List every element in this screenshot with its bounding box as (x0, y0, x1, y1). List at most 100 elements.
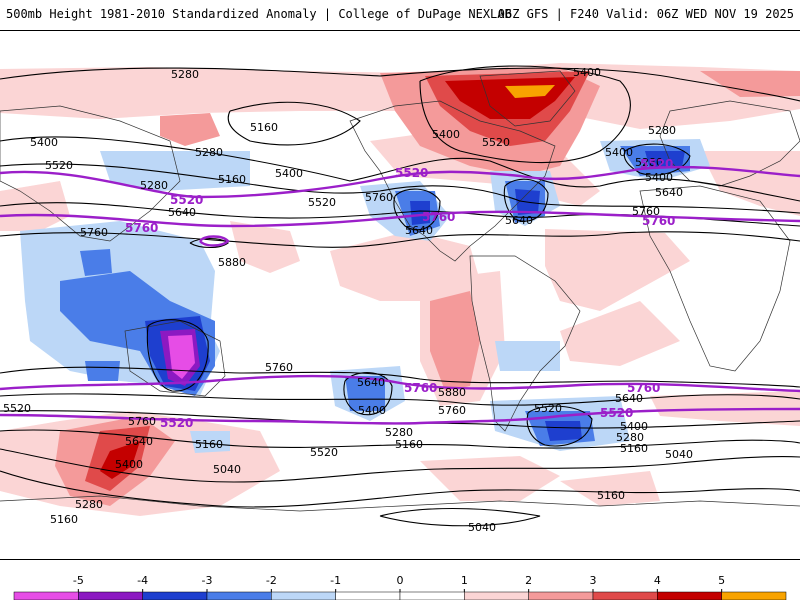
contour-label: 5160 (395, 438, 423, 451)
highlight-5520-south (0, 407, 800, 425)
contour-label: 5400 (620, 420, 648, 433)
contour-5280 (0, 67, 800, 102)
highlight-contours (0, 165, 800, 425)
contour-low-eu (623, 143, 691, 176)
colorbar: -5 -4 -3 -2 -1 0 1 2 3 4 5 (0, 560, 800, 601)
highlight-label: 5520 (395, 166, 428, 180)
contour-label: 5760 (632, 205, 660, 218)
chart-title: 500mb Height 1981-2010 Standardized Anom… (6, 7, 512, 21)
map-canvas[interactable]: 5280 5400 5160 5280 5400 5520 5280 5160 … (0, 31, 800, 560)
anomaly-pos1-region (420, 456, 560, 501)
contour-label: 5400 (275, 167, 303, 180)
highlight-5520-north (0, 165, 800, 199)
contour-label: 5640 (655, 186, 683, 199)
contour-label: 5520 (482, 136, 510, 149)
colorbar-bin (271, 591, 336, 601)
colorbar-bin (592, 591, 658, 601)
colorbar-canvas: -5 -4 -3 -2 -1 0 1 2 3 4 5 (13, 574, 787, 601)
highlight-label: 5760 (422, 210, 455, 224)
highlight-label: 5520 (640, 157, 673, 171)
anomaly-pos1-region (560, 301, 680, 366)
anomaly-neg1-region (190, 431, 230, 453)
contour-label: 5040 (468, 521, 496, 534)
contour-low-na (393, 188, 441, 231)
contour-label: 5400 (432, 128, 460, 141)
contour-5640-south (0, 393, 800, 406)
colorbar-bin (721, 591, 787, 601)
highlight-label: 5760 (125, 221, 158, 235)
colorbar-bin (206, 591, 272, 601)
highlight-label: 5520 (600, 406, 633, 420)
contour-label: 5640 (125, 435, 153, 448)
north-america-outline (349, 100, 556, 262)
australia-outline (124, 320, 226, 397)
contour-5160-south (0, 470, 800, 508)
contour-label: 5640 (505, 214, 533, 227)
highlight-label: 5760 (404, 381, 437, 395)
greenland-outline (479, 70, 576, 127)
colorbar-tick-label: 4 (654, 574, 661, 587)
contour-label: 5400 (358, 404, 386, 417)
contour-label: 5280 (616, 431, 644, 444)
contour-label: 5760 (80, 226, 108, 239)
contour-5400-north (419, 65, 631, 164)
contour-label: 5520 (534, 402, 562, 415)
colorbar-tick-label: 1 (461, 574, 468, 587)
map-panel[interactable]: 5280 5400 5160 5280 5400 5520 5280 5160 … (0, 30, 800, 560)
contour-label: 5640 (168, 206, 196, 219)
colorbar-tick-label: -5 (73, 574, 84, 587)
contour-label: 5280 (648, 124, 676, 137)
contour-label: 5160 (597, 489, 625, 502)
contour-label: 5640 (357, 376, 385, 389)
contour-5040-south (379, 507, 541, 527)
europe-outline (659, 100, 800, 187)
contour-label: 5280 (385, 426, 413, 439)
colorbar-tick-label: -4 (137, 574, 148, 587)
contour-low-sa (526, 405, 593, 447)
colorbar-bin (464, 591, 529, 601)
colorbar-tick-label: 3 (590, 574, 597, 587)
contour-label: 5160 (195, 438, 223, 451)
contour-label: 5760 (128, 415, 156, 428)
highlight-5760-south (0, 374, 800, 393)
colorbar-swatches (13, 591, 787, 601)
contour-label: 5520 (308, 196, 336, 209)
contour-label: 5880 (218, 256, 246, 269)
contour-low-pac (343, 372, 393, 416)
contour-label: 5760 (365, 191, 393, 204)
contour-label: 5400 (115, 458, 143, 471)
contour-label: 5400 (30, 136, 58, 149)
contour-label: 5520 (3, 402, 31, 415)
colorbar-bin (78, 591, 143, 601)
contour-label: 5040 (665, 448, 693, 461)
anomaly-pos1-region (0, 181, 70, 231)
model-run-info: 06Z GFS | F240 Valid: 06Z WED NOV 19 202… (497, 7, 794, 21)
contour-label: 5280 (171, 68, 199, 81)
contour-label: 5280 (635, 156, 663, 169)
colorbar-bin (142, 591, 208, 601)
colorbar-bin (528, 591, 594, 601)
anomaly-neg2-region (85, 361, 120, 381)
contour-low-aus (146, 319, 209, 392)
colorbar-bin (13, 591, 79, 601)
anomaly-positive-shading (0, 63, 800, 516)
contour-label: 5520 (45, 159, 73, 172)
colorbar-tick-label: 5 (718, 574, 725, 587)
contour-labels: 5280 5400 5160 5280 5400 5520 5280 5160 … (3, 66, 693, 534)
contour-5400 (0, 136, 800, 202)
colorbar-tick-label: 2 (525, 574, 532, 587)
anomaly-neg1-region (100, 151, 250, 191)
anomaly-neg3-region (545, 421, 582, 441)
contour-low-atl (503, 178, 549, 222)
header: 500mb Height 1981-2010 Standardized Anom… (0, 0, 800, 30)
highlight-labels: 5520 5520 5760 5760 5520 5760 5760 5520 … (125, 157, 675, 430)
anomaly-negative-shading (20, 139, 710, 453)
coastlines (0, 70, 800, 512)
contour-label: 5160 (218, 173, 246, 186)
contour-5760 (0, 231, 800, 248)
antarctica-outline (0, 495, 800, 512)
contour-label: 5400 (645, 171, 673, 184)
africa-outline (639, 185, 791, 372)
anomaly-neg2-region (345, 376, 385, 411)
colorbar-bin (335, 591, 401, 601)
